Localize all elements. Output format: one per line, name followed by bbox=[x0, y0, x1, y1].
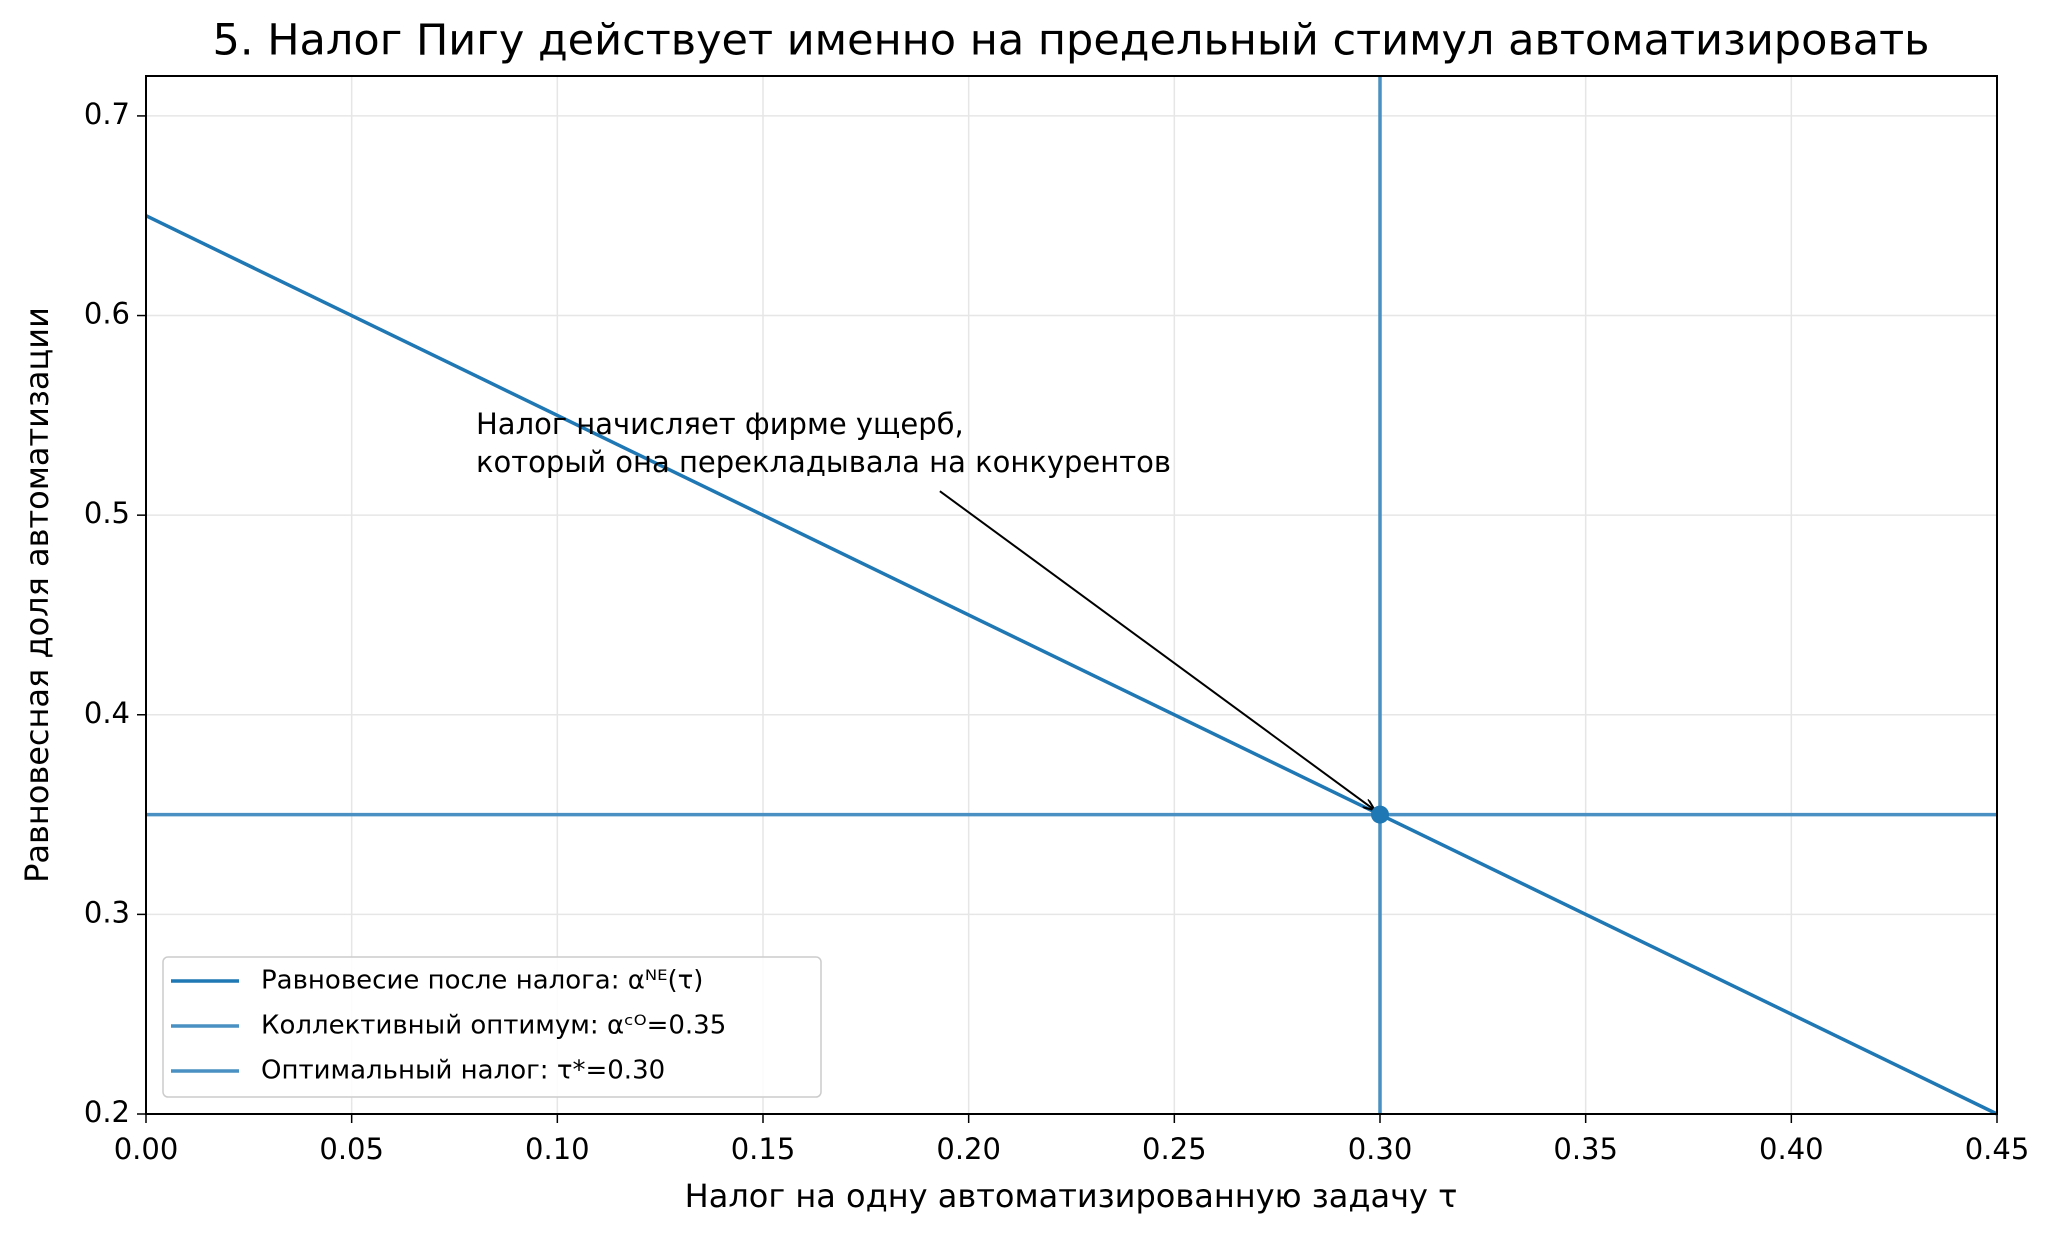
annotation-text: Налог начисляет фирме ущерб, bbox=[476, 407, 964, 441]
x-tick-label: 0.00 bbox=[114, 1132, 179, 1166]
annotation-arrow bbox=[939, 490, 1374, 809]
chart-title: 5. Налог Пигу действует именно на предел… bbox=[213, 16, 1930, 66]
y-tick-label: 0.7 bbox=[84, 97, 130, 131]
point bbox=[1371, 805, 1389, 824]
x-tick-label: 0.30 bbox=[1348, 1132, 1413, 1166]
x-tick-label: 0.05 bbox=[319, 1132, 384, 1166]
legend-label: Равновесие после налога: αᴺᴱ(τ) bbox=[261, 966, 703, 996]
legend: Равновесие после налога: αᴺᴱ(τ) Коллектив… bbox=[162, 956, 822, 1098]
x-tick-label: 0.40 bbox=[1759, 1132, 1824, 1166]
legend-label: Коллективный оптимум: αᶜᴼ=0.35 bbox=[261, 1011, 726, 1041]
y-tick-label: 0.4 bbox=[84, 696, 130, 730]
x-tick-label: 0.45 bbox=[1965, 1132, 2030, 1166]
x-tick-label: 0.35 bbox=[1553, 1132, 1618, 1166]
y-tick-label: 0.2 bbox=[84, 1095, 130, 1129]
y-axis-label: Равновесная доля автоматизации bbox=[18, 307, 56, 883]
x-tick-label: 0.10 bbox=[525, 1132, 590, 1166]
y-tick-label: 0.6 bbox=[84, 297, 130, 331]
legend-box bbox=[162, 956, 822, 1098]
y-tick-label: 0.5 bbox=[84, 496, 130, 530]
x-axis-label: Налог на одну автоматизированную задачу … bbox=[685, 1177, 1458, 1215]
annotation-text: который она перекладывала на конкурентов bbox=[476, 445, 1171, 479]
plot-frame bbox=[145, 75, 1998, 1115]
x-tick-label: 0.25 bbox=[1142, 1132, 1207, 1166]
line bbox=[145, 214, 1998, 1116]
x-tick-label: 0.20 bbox=[936, 1132, 1001, 1166]
x-tick-label: 0.15 bbox=[731, 1132, 796, 1166]
legend-label: Оптимальный налог: τ*=0.30 bbox=[261, 1056, 665, 1086]
y-tick-label: 0.3 bbox=[84, 895, 130, 929]
